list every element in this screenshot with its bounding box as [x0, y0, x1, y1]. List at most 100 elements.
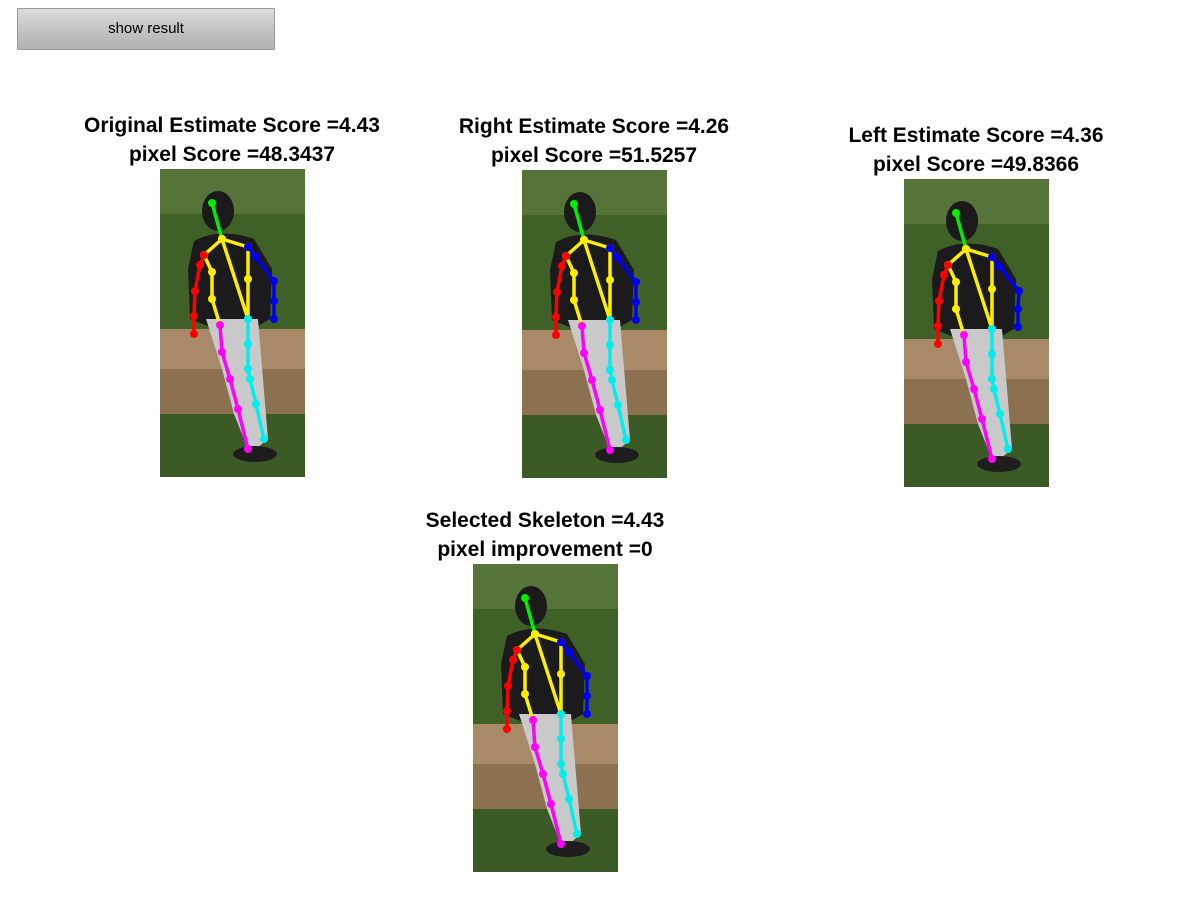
estimate-score-label: Original Estimate Score =4.43 [84, 114, 380, 137]
joint-point [245, 375, 254, 383]
panel-title: Left Estimate Score =4.36 pixel Score =4… [786, 121, 1166, 179]
joint-point [243, 365, 252, 373]
joint-point [987, 375, 996, 383]
joint-point [269, 315, 278, 323]
joint-point [605, 316, 614, 324]
joint-point [243, 243, 252, 251]
joint-point [569, 296, 578, 304]
joint-point [579, 349, 588, 357]
estimate-score-label: Right Estimate Score =4.26 [458, 115, 730, 138]
pose-image-original [159, 169, 305, 477]
joint-point [195, 261, 204, 269]
joint-point [207, 268, 216, 276]
joint-point [508, 656, 517, 664]
joint-point [987, 455, 996, 463]
joint-point [959, 331, 968, 339]
pixel-score-label: pixel Score =48.3437 [128, 143, 336, 166]
joint-point [605, 341, 614, 349]
joint-point [579, 236, 588, 244]
joint-point [934, 297, 943, 305]
joint-point [621, 436, 630, 444]
joint-point [605, 366, 614, 374]
show-result-button[interactable]: show result [17, 8, 275, 50]
photo-background [903, 179, 1049, 487]
joint-point [546, 800, 555, 808]
pose-image-left [903, 179, 1049, 487]
joint-point [564, 795, 573, 803]
joint-point [951, 305, 960, 313]
joint-point [1003, 445, 1012, 453]
joint-point [190, 287, 199, 295]
panel-title: Original Estimate Score =4.43 pixel Scor… [42, 111, 422, 169]
joint-point [607, 376, 616, 384]
joint-point [1013, 305, 1022, 313]
joint-point [605, 244, 614, 252]
joint-point [1013, 323, 1022, 331]
joint-point [528, 716, 537, 724]
joint-point [503, 682, 512, 690]
joint-point [569, 269, 578, 277]
joint-point [933, 340, 942, 348]
joint-point [207, 295, 216, 303]
player-shoes [545, 841, 590, 857]
player-shoes [976, 456, 1021, 472]
player-jersey [187, 233, 272, 331]
joint-point [631, 278, 640, 286]
joint-point [582, 710, 591, 718]
pixel-score-label: pixel Score =49.8366 [872, 153, 1080, 176]
joint-point [215, 321, 224, 329]
joint-point [217, 348, 226, 356]
estimate-score-label: Left Estimate Score =4.36 [848, 124, 1104, 147]
joint-point [951, 209, 960, 217]
joint-point [561, 252, 570, 260]
foreground-grass [521, 415, 667, 478]
joint-point [582, 692, 591, 700]
joint-point [251, 400, 260, 408]
photo-background [472, 564, 618, 872]
joint-point [961, 245, 970, 253]
player-shoes [232, 446, 277, 462]
joint-point [987, 253, 996, 261]
joint-point [569, 200, 578, 208]
joint-point [502, 725, 511, 733]
joint-point [613, 401, 622, 409]
joint-point [556, 840, 565, 848]
head-bone [209, 202, 224, 240]
pixel-score-label: pixel Score =51.5257 [490, 144, 698, 167]
selected-skeleton-label: Selected Skeleton =4.43 [425, 509, 665, 532]
pose-image-selected [472, 564, 618, 872]
joint-point [199, 251, 208, 259]
joint-point [605, 276, 614, 284]
joint-point [613, 254, 622, 262]
joint-point [556, 670, 565, 678]
panel-title: Right Estimate Score =4.26 pixel Score =… [404, 112, 784, 170]
joint-point [587, 376, 596, 384]
joint-point [989, 385, 998, 393]
joint-point [269, 277, 278, 285]
joint-point [217, 235, 226, 243]
joint-point [520, 594, 529, 602]
joint-point [933, 322, 942, 330]
pose-image-right [521, 170, 667, 478]
joint-point [520, 690, 529, 698]
joint-point [556, 710, 565, 718]
joint-point [558, 770, 567, 778]
joint-point [961, 358, 970, 366]
left-leg-bone [245, 319, 266, 440]
joint-point [987, 285, 996, 293]
left-leg-bone [989, 329, 1010, 450]
joint-point [969, 385, 978, 393]
joint-point [631, 298, 640, 306]
joint-point [207, 199, 216, 207]
joint-point [189, 312, 198, 320]
player-shoes [594, 447, 639, 463]
joint-point [1014, 287, 1023, 295]
pixel-improvement-label: pixel improvement =0 [437, 538, 653, 561]
joint-point [502, 707, 511, 715]
joint-point [243, 445, 252, 453]
joint-point [995, 263, 1004, 271]
joint-point [557, 262, 566, 270]
joint-point [512, 646, 521, 654]
head-bone [522, 597, 537, 635]
joint-point [987, 350, 996, 358]
